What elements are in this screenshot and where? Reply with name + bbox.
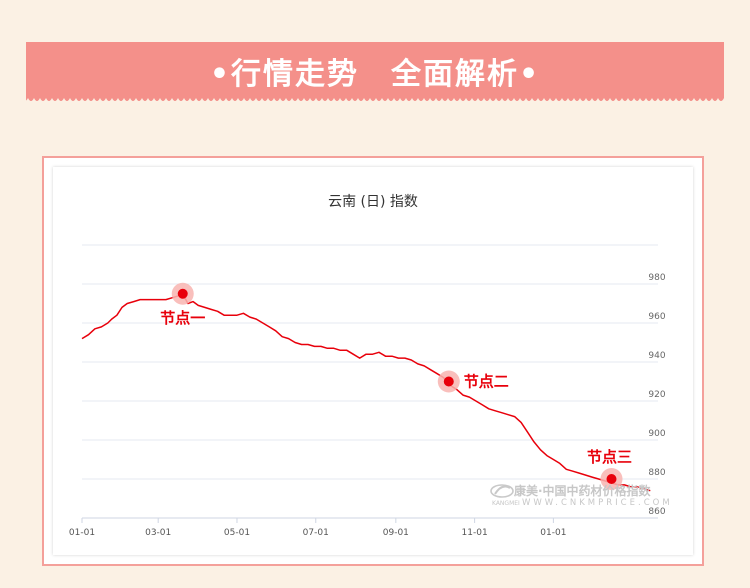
y-tick-label: 960: [648, 312, 665, 322]
kangmei-logo-icon: [490, 484, 514, 498]
section-banner: •行情走势 全面解析•: [26, 42, 724, 104]
series-line: [81, 293, 651, 492]
node-marker: [177, 288, 188, 299]
watermark-url: WWW.CNKMPRICE.COM: [522, 498, 673, 508]
y-tick-label: 900: [648, 429, 665, 439]
banner-title: •行情走势 全面解析•: [209, 57, 541, 92]
price-index-chart: 860 880 900 920 940 960 980 01-01 03-01 05-01 07-0…: [69, 244, 666, 538]
x-tick-label: 03-01: [145, 528, 171, 538]
x-tick-label: 01-01: [540, 528, 566, 538]
chart-card: 860 880 900 920 940 960 980 01-01 03-01 05-01 07-0…: [53, 167, 693, 555]
y-tick-label: 940: [648, 351, 665, 361]
x-tick-label: 01-01: [69, 528, 95, 538]
x-tick-label: 11-01: [462, 528, 488, 538]
watermark: 康美·中国中药材价格指数 KANGMEI WWW.CNKMPRICE.COM: [490, 482, 700, 512]
banner-ribbon: [26, 42, 724, 101]
watermark-brand: KANGMEI: [492, 500, 520, 507]
x-tick-label: 09-01: [383, 528, 409, 538]
x-tick-label: 07-01: [303, 528, 329, 538]
y-tick-label: 860: [648, 507, 665, 517]
y-tick-label: 920: [648, 390, 665, 400]
chart-title: 云南 (日) 指数: [328, 194, 418, 210]
watermark-text: 康美·中国中药材价格指数: [514, 484, 651, 498]
y-tick-label: 880: [648, 468, 665, 478]
node-marker: [606, 474, 617, 484]
node-label: 节点三: [587, 448, 632, 466]
y-tick-label: 980: [648, 273, 665, 283]
node-marker: [443, 376, 454, 387]
node-label: 节点二: [464, 373, 509, 391]
chart-frame: 860 880 900 920 940 960 980 01-01 03-01 05-01 07-0…: [42, 156, 704, 566]
x-tick-label: 05-01: [224, 528, 250, 538]
node-label: 节点一: [160, 309, 205, 327]
